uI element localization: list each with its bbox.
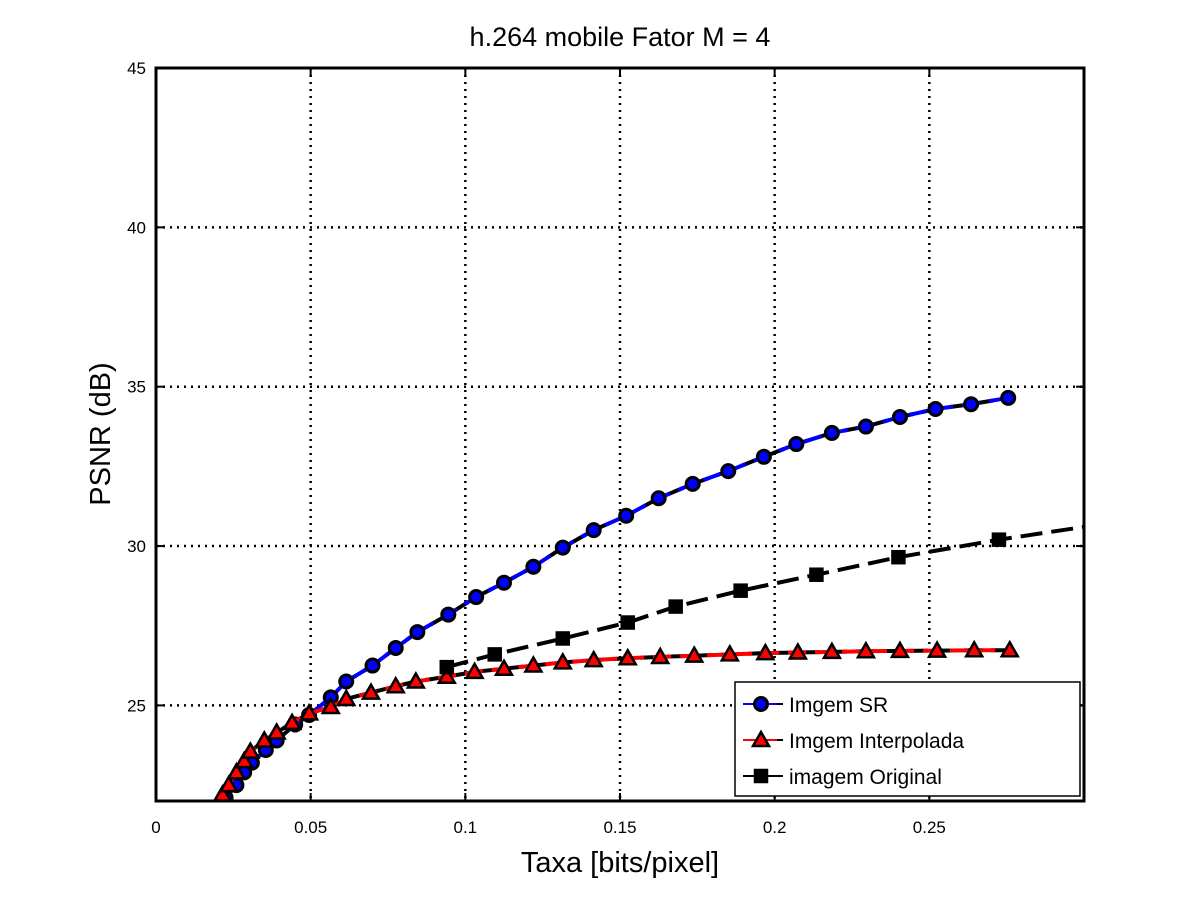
data-point xyxy=(338,673,355,690)
data-point xyxy=(493,658,515,676)
data-point xyxy=(360,682,382,700)
data-point xyxy=(650,490,667,507)
data-point xyxy=(857,418,874,435)
data-point xyxy=(821,641,843,660)
data-point xyxy=(336,688,357,707)
data-point xyxy=(387,640,404,657)
data-point xyxy=(555,631,571,646)
legend-label: Imgem Interpolada xyxy=(789,730,964,753)
legend-label: Imgem SR xyxy=(789,694,888,717)
data-point xyxy=(733,583,748,598)
y-axis-label: PSNR (dB) xyxy=(85,362,117,505)
y-tick-label: 40 xyxy=(127,218,146,237)
data-point xyxy=(650,646,671,665)
data-point xyxy=(891,549,906,565)
data-point xyxy=(585,522,602,539)
data-point xyxy=(719,643,740,662)
data-point xyxy=(523,655,544,673)
data-point xyxy=(889,640,911,659)
y-tick-label: 35 xyxy=(127,378,146,397)
series-1 xyxy=(212,639,1020,801)
legend-box xyxy=(734,681,1081,797)
data-point xyxy=(618,507,635,524)
data-point xyxy=(891,408,908,425)
data-point xyxy=(583,649,604,668)
data-point xyxy=(468,589,485,606)
data-point xyxy=(964,639,985,658)
data-point xyxy=(385,675,406,694)
y-tick-label: 45 xyxy=(127,59,146,78)
data-point xyxy=(668,599,683,614)
data-point xyxy=(439,659,455,675)
data-point xyxy=(855,640,877,659)
y-tick-label: 30 xyxy=(127,537,146,556)
data-point xyxy=(552,651,573,670)
data-point xyxy=(218,774,239,793)
data-point xyxy=(266,721,287,740)
legend: Imgem SR Imgem Interpolada imagem Original xyxy=(734,681,1081,797)
data-point xyxy=(755,642,776,661)
data-point xyxy=(364,657,381,674)
data-point xyxy=(991,532,1007,547)
legend-label: imagem Original xyxy=(789,766,942,789)
data-point xyxy=(440,606,457,623)
x-tick-label: 0.2 xyxy=(763,818,787,837)
data-point xyxy=(464,661,485,680)
series-line-dash xyxy=(446,524,1084,670)
chart-title: h.264 mobile Fator M = 4 xyxy=(470,22,771,52)
x-axis-label: Taxa [bits/pixel] xyxy=(521,847,719,879)
data-point xyxy=(809,567,824,582)
data-point xyxy=(226,761,247,780)
data-point xyxy=(436,666,457,684)
data-point xyxy=(320,696,341,715)
data-point xyxy=(684,475,701,492)
data-point xyxy=(409,624,426,641)
data-point xyxy=(617,647,638,666)
data-point xyxy=(554,539,571,556)
data-point xyxy=(720,463,737,480)
data-point xyxy=(487,647,502,662)
series-2 xyxy=(439,524,1084,675)
data-point xyxy=(927,401,944,418)
data-point xyxy=(298,702,320,721)
data-point xyxy=(1000,389,1017,406)
data-point xyxy=(999,639,1020,658)
data-point xyxy=(620,615,635,630)
x-tick-label: 0.1 xyxy=(454,818,478,837)
data-point xyxy=(281,712,303,731)
legend-marker xyxy=(750,729,772,748)
data-point xyxy=(926,640,948,658)
series-layer xyxy=(212,389,1084,801)
data-point xyxy=(525,558,542,575)
legend-marker xyxy=(753,696,769,712)
data-point xyxy=(240,741,261,759)
data-point xyxy=(963,396,980,413)
data-point xyxy=(234,750,255,769)
data-point xyxy=(496,574,512,591)
x-tick-label: 0.05 xyxy=(294,818,327,837)
data-point xyxy=(405,670,426,689)
data-point xyxy=(755,448,772,465)
data-point xyxy=(788,436,805,453)
data-point xyxy=(684,645,705,663)
legend-marker xyxy=(753,768,769,784)
data-point xyxy=(823,424,840,441)
y-tick-label: 25 xyxy=(127,696,146,715)
x-tick-label: 0.25 xyxy=(913,818,946,837)
x-tick-label: 0.15 xyxy=(603,818,636,837)
data-point xyxy=(787,641,809,660)
x-tick-label: 0 xyxy=(151,818,160,837)
